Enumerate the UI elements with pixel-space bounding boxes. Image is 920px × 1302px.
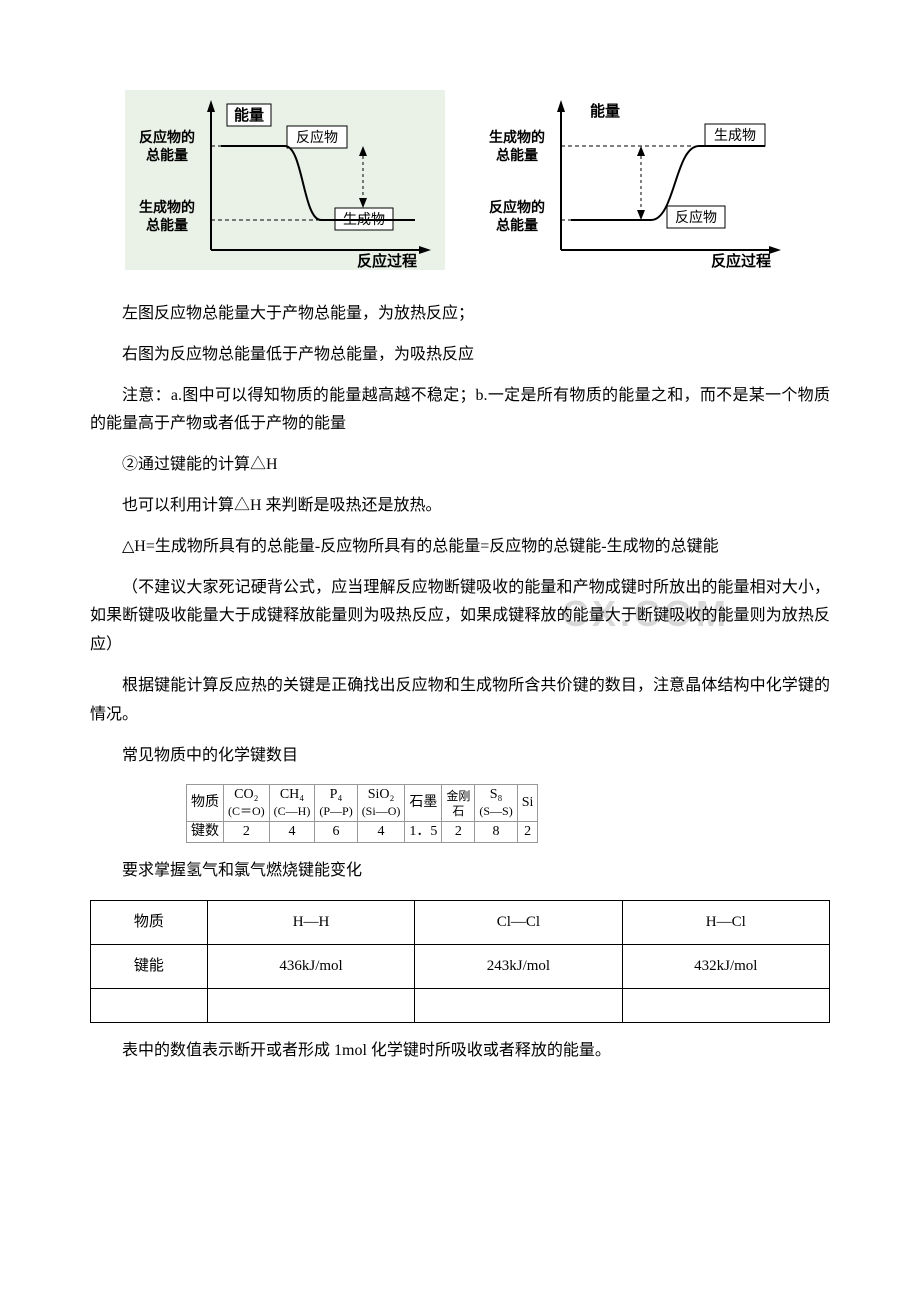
reactant-caption-2: 总能量 xyxy=(146,147,188,164)
bond-count: 4 xyxy=(357,821,405,843)
paragraph-2: 右图为反应物总能量低于产物总能量，为吸热反应 xyxy=(90,341,830,370)
energy-value: 436kJ/mol xyxy=(207,945,414,989)
bond-count: 1．5 xyxy=(405,821,442,843)
paragraph-7: （不建议大家死记硬背公式，应当理解反应物断键吸收的能量和产物成键时所放出的能量相… xyxy=(90,574,830,660)
col-bond: (S—S) xyxy=(475,804,517,821)
col-bond: 石 xyxy=(442,804,475,821)
reactant-label: 反应物 xyxy=(296,129,338,146)
paragraph-3: 注意：a.图中可以得知物质的能量越高越不稳定；b.一定是所有物质的能量之和，而不… xyxy=(90,382,830,440)
paragraph-4: ②通过键能的计算△H xyxy=(90,451,830,480)
reactant-label-r: 反应物 xyxy=(675,209,717,226)
paragraph-11: 表中的数值表示断开或者形成 1mol 化学键时所吸收或者释放的能量。 xyxy=(90,1037,830,1066)
bond-count: 2 xyxy=(224,821,270,843)
x-axis-label: 反应过程 xyxy=(357,252,417,270)
bond-count-table: 物质 CO₂ CH₄ P₄ SiO₂ 石墨 金刚 S₈ Si (C＝O) (C—… xyxy=(186,784,830,843)
bond-count: 4 xyxy=(269,821,315,843)
product-caption-1: 生成物的 xyxy=(139,199,195,216)
energy-header: 物质 xyxy=(91,901,208,945)
paragraph-6: △H=生成物所具有的总能量-反应物所具有的总能量=反应物的总键能-生成物的总键能 xyxy=(90,533,830,562)
x-axis-label-r: 反应过程 xyxy=(711,252,771,270)
bond-energy-table: 物质 H—H Cl—Cl H—Cl 键能 436kJ/mol 243kJ/mol… xyxy=(90,900,830,1023)
diagram-endothermic: 能量 生成物 生成物的 总能量 反应物 反应物的 总能量 反应过程 xyxy=(475,90,795,270)
col-formula: 金刚 xyxy=(442,785,475,804)
paragraph-9: 常见物质中的化学键数目 xyxy=(90,742,830,771)
energy-header: H—Cl xyxy=(622,901,829,945)
col-formula: CH₄ xyxy=(269,785,315,804)
paragraph-10: 要求掌握氢气和氯气燃烧键能变化 xyxy=(90,857,830,886)
product-caption-r1: 生成物的 xyxy=(489,129,545,146)
col-bond: (C—H) xyxy=(269,804,315,821)
energy-header: Cl—Cl xyxy=(415,901,622,945)
paragraph-8: 根据键能计算反应热的关键是正确找出反应物和生成物所含共价键的数目，注意晶体结构中… xyxy=(90,672,830,730)
paragraph-5: 也可以利用计算△H 来判断是吸热还是放热。 xyxy=(90,492,830,521)
bond-count: 2 xyxy=(517,821,538,843)
bond-count: 8 xyxy=(475,821,517,843)
y-axis-label-r: 能量 xyxy=(590,102,620,120)
col-formula: P₄ xyxy=(315,785,357,804)
product-caption-r2: 总能量 xyxy=(496,147,538,164)
energy-header: H—H xyxy=(207,901,414,945)
col-formula: CO₂ xyxy=(224,785,270,804)
energy-value: 432kJ/mol xyxy=(622,945,829,989)
energy-diagrams: 能量 反应物 反应物的 总能量 生成物 生成物的 总能量 反应过程 能量 生成物 xyxy=(90,90,830,270)
energy-empty xyxy=(91,989,208,1023)
y-axis-label: 能量 xyxy=(234,106,264,124)
reactant-caption-1: 反应物的 xyxy=(139,129,195,146)
bond-count: 2 xyxy=(442,821,475,843)
col-formula: 石墨 xyxy=(405,785,442,821)
col-formula: Si xyxy=(517,785,538,821)
reactant-caption-r1: 反应物的 xyxy=(489,199,545,216)
energy-empty xyxy=(207,989,414,1023)
col-bond: (C＝O) xyxy=(224,804,270,821)
energy-empty xyxy=(415,989,622,1023)
energy-empty xyxy=(622,989,829,1023)
energy-value: 243kJ/mol xyxy=(415,945,622,989)
product-caption-2: 总能量 xyxy=(146,217,188,234)
bond-row-label: 物质 xyxy=(187,785,224,821)
reactant-caption-r2: 总能量 xyxy=(496,217,538,234)
col-formula: SiO₂ xyxy=(357,785,405,804)
energy-row-label: 键能 xyxy=(91,945,208,989)
bond-count: 6 xyxy=(315,821,357,843)
col-formula: S₈ xyxy=(475,785,517,804)
product-label-r: 生成物 xyxy=(714,128,756,144)
paragraph-1: 左图反应物总能量大于产物总能量，为放热反应； xyxy=(90,300,830,329)
diagram-exothermic: 能量 反应物 反应物的 总能量 生成物 生成物的 总能量 反应过程 xyxy=(125,90,445,270)
bond-count-label: 键数 xyxy=(187,821,224,843)
col-bond: (Si—O) xyxy=(357,804,405,821)
col-bond: (P—P) xyxy=(315,804,357,821)
